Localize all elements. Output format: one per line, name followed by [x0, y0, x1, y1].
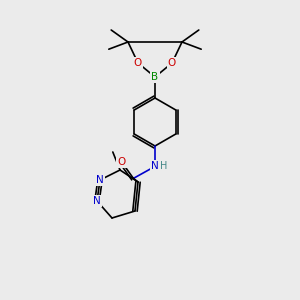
Text: H: H [160, 161, 168, 171]
Text: O: O [168, 58, 176, 68]
Text: N: N [93, 196, 101, 206]
Text: B: B [152, 72, 159, 82]
Text: O: O [134, 58, 142, 68]
Text: O: O [117, 157, 125, 166]
Text: N: N [96, 175, 104, 185]
Text: N: N [151, 161, 159, 171]
